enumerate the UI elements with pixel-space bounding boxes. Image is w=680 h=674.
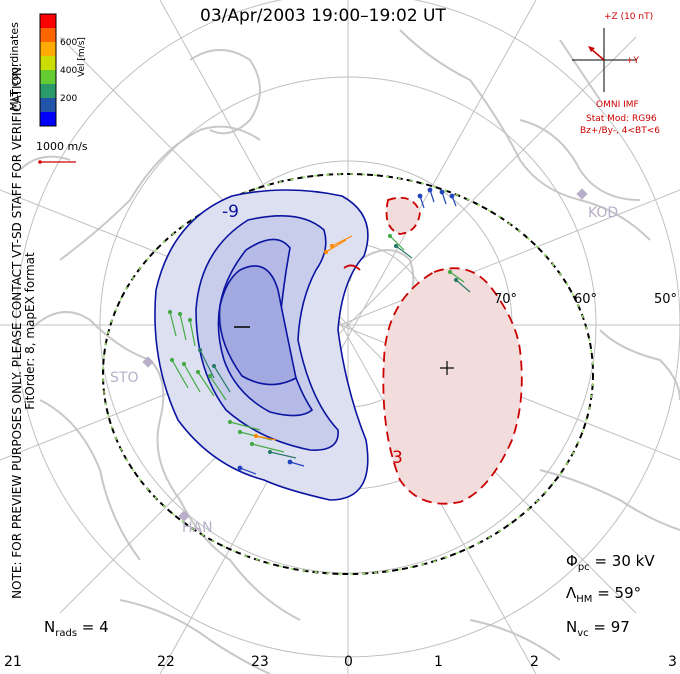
mlt-hour-3: 3 — [668, 654, 677, 670]
mlt-hour-21: 21 — [4, 654, 22, 670]
imf-model-label: Stat Mod: RG96 — [586, 114, 657, 124]
phi-pc-stat: Φpc = 30 kV — [566, 552, 655, 573]
station-label-sto: STO — [110, 370, 139, 386]
velocity-vectors — [167, 187, 471, 475]
map-title: 03/Apr/2003 19:00–19:02 UT — [200, 6, 446, 26]
latitude-label-60: 60° — [574, 292, 598, 307]
contour-label-3: 3 — [392, 448, 403, 468]
colorbar-segment — [40, 56, 56, 71]
station-label-kod: KOD — [588, 205, 619, 221]
mlt-coordinates-label: MLT coordinates — [7, 22, 21, 111]
n-rads-stat: Nrads = 4 — [44, 618, 109, 639]
coastlines — [19, 29, 680, 674]
imf-scale-label: +Z (10 nT) — [604, 12, 654, 22]
colorbar-segment — [40, 14, 56, 29]
velocity-colorbar — [40, 14, 56, 127]
mlt-hour-23: 23 — [251, 654, 269, 670]
colorbar-label: Vel [m/s] — [76, 37, 87, 77]
colorbar-segment — [40, 112, 56, 127]
colorbar-segment — [40, 84, 56, 99]
preview-note-line2: FitOrder: 8, mapEX format — [23, 252, 37, 410]
n-vc-stat: Nvc = 97 — [566, 618, 630, 639]
n-vc-value: 97 — [610, 618, 630, 636]
station-markers — [142, 188, 588, 522]
colorbar-tick-200: 200 — [60, 94, 78, 104]
vector-scale-bar — [38, 160, 76, 164]
colorbar-segment — [40, 98, 56, 113]
phi-pc-value: 30 kV — [611, 552, 655, 570]
colorbar-tick-600: 600 — [60, 38, 78, 48]
n-rads-value: 4 — [99, 618, 109, 636]
lambda-hm-stat: ΛHM = 59° — [566, 584, 642, 605]
colorbar-segment — [40, 28, 56, 43]
colorbar-tick-400: 400 — [60, 66, 78, 76]
colorbar-segment — [40, 42, 56, 57]
mlt-hour-22: 22 — [157, 654, 175, 670]
latitude-label-70: 70° — [494, 292, 518, 307]
contour-label-neg9: -9 — [222, 202, 239, 222]
mlt-hour-0: 0 — [344, 654, 353, 670]
imf-condition-label: Bz+/By-, 4<BT<6 — [580, 126, 660, 136]
lambda-hm-value: 59° — [614, 584, 642, 602]
imf-clock-dial — [572, 28, 636, 92]
colorbar-segment — [40, 70, 56, 85]
station-label-han: HAN — [182, 520, 213, 536]
latitude-label-50: 50° — [654, 292, 678, 307]
mlt-hour-1: 1 — [434, 654, 443, 670]
dawn-convection-cell — [343, 196, 523, 505]
dusk-convection-cell — [154, 189, 369, 501]
imf-source-label: OMNI IMF — [596, 100, 639, 110]
vector-scale-label: 1000 m/s — [36, 140, 88, 153]
mlt-hour-2: 2 — [530, 654, 539, 670]
imf-y-label: +Y — [626, 56, 640, 66]
